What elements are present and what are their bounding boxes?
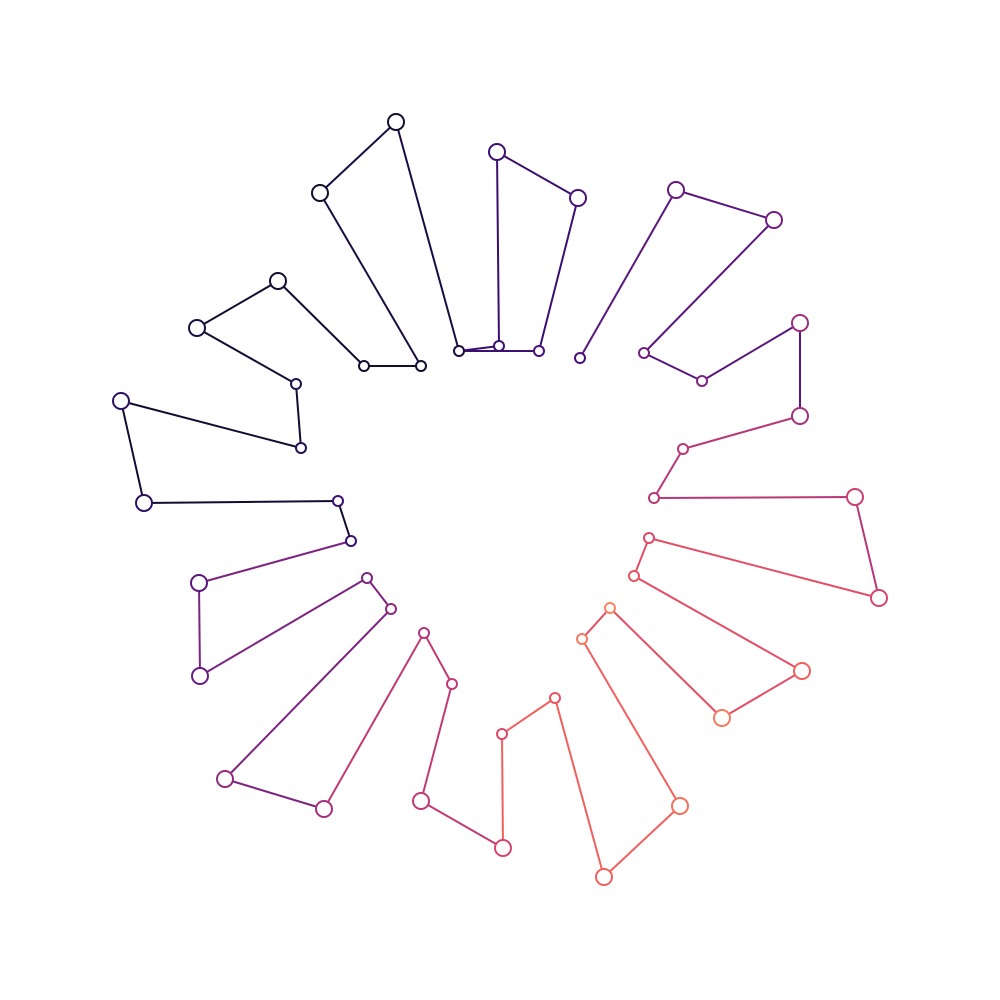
path-segment-8 bbox=[323, 632, 504, 849]
node-37 bbox=[549, 692, 561, 704]
node-17 bbox=[533, 345, 545, 357]
path-segment-3 bbox=[458, 151, 579, 352]
node-16 bbox=[569, 189, 587, 207]
node-9 bbox=[112, 392, 130, 410]
node-7 bbox=[290, 378, 302, 390]
node-41 bbox=[446, 678, 458, 690]
node-15 bbox=[493, 340, 505, 352]
node-39 bbox=[494, 839, 512, 857]
node-13 bbox=[453, 345, 465, 357]
node-38 bbox=[496, 728, 508, 740]
nodes-layer bbox=[112, 113, 888, 886]
node-32 bbox=[713, 709, 731, 727]
path-segment-5 bbox=[653, 415, 880, 599]
node-21 bbox=[638, 347, 650, 359]
node-36 bbox=[595, 868, 613, 886]
node-19 bbox=[667, 181, 685, 199]
node-6 bbox=[415, 360, 427, 372]
node-8 bbox=[295, 442, 307, 454]
node-48 bbox=[190, 574, 208, 592]
node-47 bbox=[191, 667, 209, 685]
node-35 bbox=[671, 797, 689, 815]
node-30 bbox=[628, 570, 640, 582]
node-25 bbox=[677, 443, 689, 455]
node-18 bbox=[574, 352, 586, 364]
node-27 bbox=[846, 488, 864, 506]
node-3 bbox=[269, 272, 287, 290]
node-4 bbox=[188, 319, 206, 337]
node-2 bbox=[311, 184, 329, 202]
node-34 bbox=[576, 633, 588, 645]
node-26 bbox=[648, 492, 660, 504]
node-45 bbox=[385, 603, 397, 615]
path-segment-6 bbox=[581, 537, 880, 719]
node-44 bbox=[216, 770, 234, 788]
node-14 bbox=[488, 143, 506, 161]
node-40 bbox=[412, 792, 430, 810]
node-1 bbox=[387, 113, 405, 131]
node-46 bbox=[361, 572, 373, 584]
path-segment-7 bbox=[501, 638, 681, 878]
node-22 bbox=[696, 375, 708, 387]
node-11 bbox=[332, 495, 344, 507]
node-10 bbox=[135, 494, 153, 512]
segments-layer bbox=[120, 121, 880, 878]
node-43 bbox=[315, 800, 333, 818]
node-5 bbox=[358, 360, 370, 372]
node-28 bbox=[870, 589, 888, 607]
node-12 bbox=[345, 535, 357, 547]
node-29 bbox=[643, 532, 655, 544]
node-23 bbox=[791, 314, 809, 332]
node-42 bbox=[418, 627, 430, 639]
node-31 bbox=[793, 662, 811, 680]
node-33 bbox=[604, 602, 616, 614]
node-24 bbox=[791, 407, 809, 425]
path-segment-2 bbox=[319, 121, 460, 367]
node-20 bbox=[765, 211, 783, 229]
path-segment-1 bbox=[120, 280, 422, 542]
